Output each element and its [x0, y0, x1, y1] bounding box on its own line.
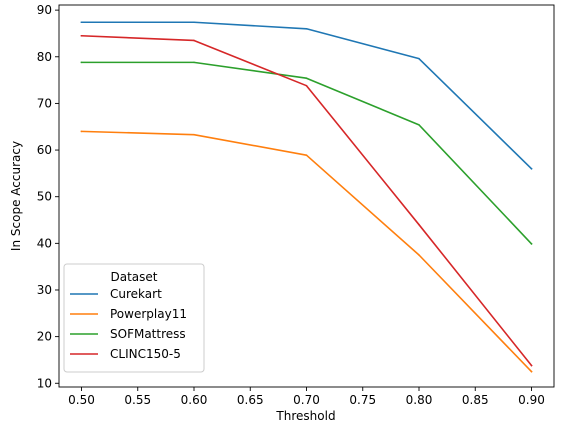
data-point	[418, 124, 420, 126]
legend-items: Curekart Powerplay11 SOFMattress CLINC150-5	[70, 287, 187, 361]
data-point	[530, 370, 533, 373]
data-point	[80, 34, 83, 37]
legend-label: Curekart	[110, 287, 162, 301]
data-point	[530, 167, 533, 170]
data-point	[193, 61, 195, 64]
y-tick-label: 50	[37, 190, 52, 204]
x-tick-label: 0.90	[518, 393, 545, 407]
data-point	[418, 254, 420, 256]
data-point	[193, 39, 195, 42]
x-tick-label: 0.50	[68, 393, 95, 407]
legend-title: Dataset	[111, 270, 158, 284]
y-tick-label: 20	[37, 330, 52, 344]
data-point	[418, 57, 420, 60]
data-point	[530, 243, 533, 245]
y-axis-label: In Scope Accuracy	[9, 141, 23, 251]
data-point	[305, 154, 308, 156]
legend-label: SOFMattress	[110, 327, 186, 341]
x-tick-label: 0.60	[181, 393, 208, 407]
data-point	[305, 84, 308, 87]
y-tick-label: 60	[37, 143, 52, 157]
y-tick-label: 10	[37, 376, 52, 390]
x-tick-label: 0.75	[349, 393, 376, 407]
data-point	[305, 27, 308, 30]
y-tick-label: 40	[37, 236, 52, 250]
data-point	[305, 77, 308, 80]
y-tick-label: 30	[37, 283, 52, 297]
data-point	[80, 130, 83, 133]
x-tick-label: 0.70	[293, 393, 320, 407]
data-point	[80, 21, 83, 24]
y-axis: 10 20 30 40 50 60 70 80 90	[37, 3, 59, 390]
data-point	[418, 223, 420, 226]
legend-label: CLINC150-5	[110, 347, 181, 361]
data-point	[530, 364, 533, 367]
legend-label: Powerplay11	[110, 307, 187, 321]
x-axis-label: Threshold	[275, 409, 335, 423]
data-point	[80, 61, 83, 64]
x-tick-label: 0.65	[237, 393, 264, 407]
x-axis: 0.50 0.55 0.60 0.65 0.70 0.75 0.80 0.85 0.90	[68, 387, 545, 407]
x-tick-label: 0.85	[462, 393, 489, 407]
x-tick-label: 0.80	[406, 393, 433, 407]
legend: Dataset Curekart Powerplay11 SOFMattress CL…	[63, 263, 205, 373]
y-tick-label: 70	[37, 96, 52, 110]
legend-box	[63, 263, 205, 373]
x-tick-label: 0.55	[124, 393, 151, 407]
y-tick-label: 90	[37, 3, 52, 17]
data-point	[193, 21, 195, 24]
series-layer	[80, 21, 533, 373]
data-point	[193, 133, 195, 136]
y-tick-label: 80	[37, 50, 52, 64]
